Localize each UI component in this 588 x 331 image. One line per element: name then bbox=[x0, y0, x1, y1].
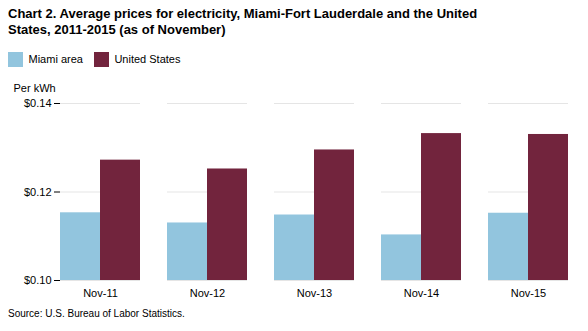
svg-text:$0.10: $0.10 bbox=[24, 274, 52, 286]
svg-text:Per kWh: Per kWh bbox=[14, 82, 56, 94]
svg-text:Nov-14: Nov-14 bbox=[404, 287, 439, 299]
html-text:Chart 2. Average prices for el: Chart 2. Average prices for electricity,… bbox=[8, 6, 478, 38]
svg-text:Nov-13: Nov-13 bbox=[297, 287, 332, 299]
svg-text:$0.14: $0.14 bbox=[24, 97, 52, 109]
svg-text:Nov-11: Nov-11 bbox=[83, 287, 118, 299]
svg-text:$0.12: $0.12 bbox=[24, 186, 52, 198]
html-text:Miami area: Miami area bbox=[28, 53, 83, 65]
html-text:United States: United States bbox=[114, 53, 181, 65]
svg-text:Nov-12: Nov-12 bbox=[190, 287, 225, 299]
svg-text:Nov-15: Nov-15 bbox=[511, 287, 546, 299]
html-text:Source: U.S. Bureau of Labor S: Source: U.S. Bureau of Labor Statistics. bbox=[8, 308, 185, 319]
